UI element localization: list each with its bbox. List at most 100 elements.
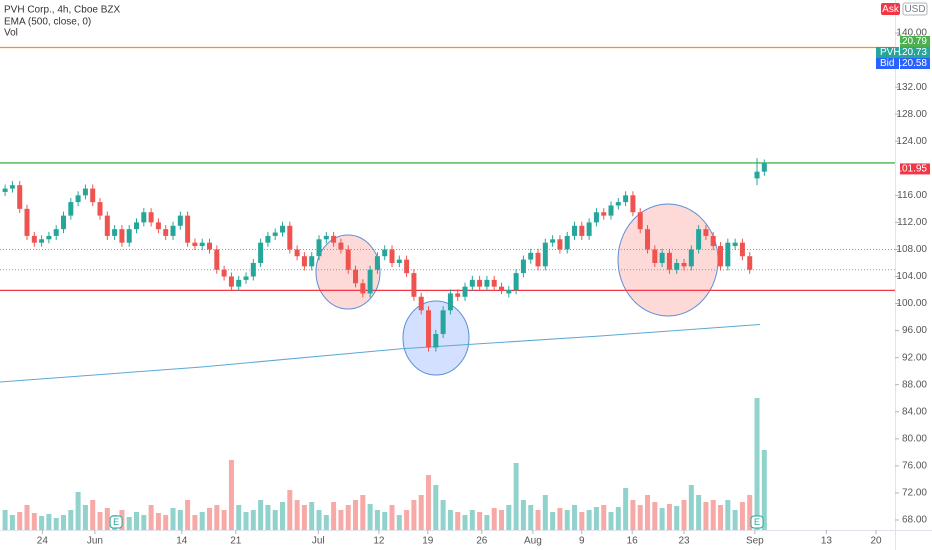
volume-bar (389, 505, 395, 530)
candle-body (126, 229, 132, 243)
volume-bar (396, 515, 402, 530)
y-tick-label: 100.00 (896, 298, 927, 309)
candle-body (732, 242, 738, 247)
candle-body (207, 242, 213, 250)
price-label-box (900, 35, 930, 47)
x-tick-label: 24 (37, 536, 49, 547)
volume-bar (739, 502, 745, 530)
y-tick-label: 124.00 (896, 136, 927, 147)
volume-bar (681, 500, 687, 530)
candle-body (557, 239, 563, 250)
volume-bar (24, 505, 30, 530)
volume-bar (338, 510, 344, 530)
currency-box[interactable] (902, 2, 928, 16)
volume-bar (228, 460, 234, 530)
candle-body (163, 229, 169, 236)
volume-bar (46, 514, 52, 530)
event-label: E (754, 517, 760, 527)
series-name-box (876, 46, 899, 58)
indicator-label: EMA (500, close, 0) (4, 17, 91, 28)
candle-body (221, 269, 227, 277)
candle-body (272, 232, 278, 236)
volume-bar (374, 510, 380, 530)
volume-bar (214, 505, 220, 530)
candle-body (294, 249, 300, 257)
candle-body (258, 242, 264, 263)
x-tick-label: 21 (230, 536, 242, 547)
candle-body (243, 276, 249, 280)
chart-title: PVH Corp., 4h, Cboe BZX (4, 5, 120, 16)
volume-bar (316, 510, 322, 530)
price-label: 101.95 (896, 164, 927, 175)
volume-bar (382, 512, 388, 530)
candle-body (141, 212, 147, 223)
volume-bar (572, 505, 578, 530)
candle-body (367, 269, 373, 294)
y-tick-label: 96.00 (902, 325, 927, 336)
volume-bar (645, 495, 651, 530)
candle-body (710, 235, 716, 247)
candle-body (593, 212, 599, 223)
volume-bar (170, 508, 176, 530)
candle-body (228, 276, 234, 287)
x-tick-label: 14 (176, 536, 188, 547)
volume-bar (192, 515, 198, 530)
y-tick-label: 72.00 (902, 488, 927, 499)
candle-body (170, 225, 176, 236)
y-tick-label: 76.00 (902, 461, 927, 472)
volume-bar (323, 515, 329, 530)
volume-bar (761, 450, 767, 530)
candle-body (513, 273, 519, 291)
y-tick-label: 104.00 (896, 271, 927, 282)
candle-body (681, 262, 687, 267)
x-tick-label: Jun (87, 536, 103, 547)
candle-body (747, 256, 753, 270)
ask-box[interactable] (881, 3, 900, 15)
candle-body (520, 259, 526, 274)
volume-bar (31, 513, 37, 530)
x-tick-label: 19 (422, 536, 434, 547)
series-name: PVH (880, 47, 901, 58)
candle-body (236, 279, 242, 287)
candle-body (199, 242, 205, 247)
candle-body (2, 188, 8, 192)
volume-bar (177, 510, 183, 530)
candle-body (24, 208, 30, 236)
volume-bar (2, 510, 8, 530)
volume-bar (309, 502, 315, 530)
volume-bar (477, 512, 483, 530)
volume-bar (126, 517, 132, 530)
candle-body (155, 222, 161, 230)
volume-bar (404, 510, 410, 530)
y-tick-label: 140.00 (896, 28, 927, 39)
x-tick-label: 23 (678, 536, 690, 547)
candle-body (61, 215, 67, 230)
currency-label[interactable]: USD (904, 4, 925, 15)
volume-bar (294, 500, 300, 530)
candle-body (338, 242, 344, 250)
volume-bar (39, 516, 45, 530)
volume-bar (360, 495, 366, 530)
volume-bar (82, 505, 88, 530)
candle-body (418, 296, 424, 311)
volume-bar (601, 505, 607, 530)
candle-body (68, 202, 74, 216)
candle-body (360, 283, 366, 294)
volume-bar (542, 495, 548, 530)
y-tick-label: 132.00 (896, 82, 927, 93)
candle-body (82, 188, 88, 196)
volume-bar (134, 512, 140, 530)
candle-body (440, 310, 446, 334)
candle-body (630, 195, 636, 213)
volume-bar (243, 512, 249, 530)
volume-bar (659, 508, 665, 530)
candle-body (17, 185, 23, 209)
volume-bar (550, 512, 556, 530)
volume-bar (696, 495, 702, 530)
candle-body (586, 222, 592, 236)
x-tick-label: 9 (579, 536, 585, 547)
volume-bar (447, 510, 453, 530)
ask-label[interactable]: Ask (882, 4, 900, 15)
price-label-box (900, 57, 930, 69)
